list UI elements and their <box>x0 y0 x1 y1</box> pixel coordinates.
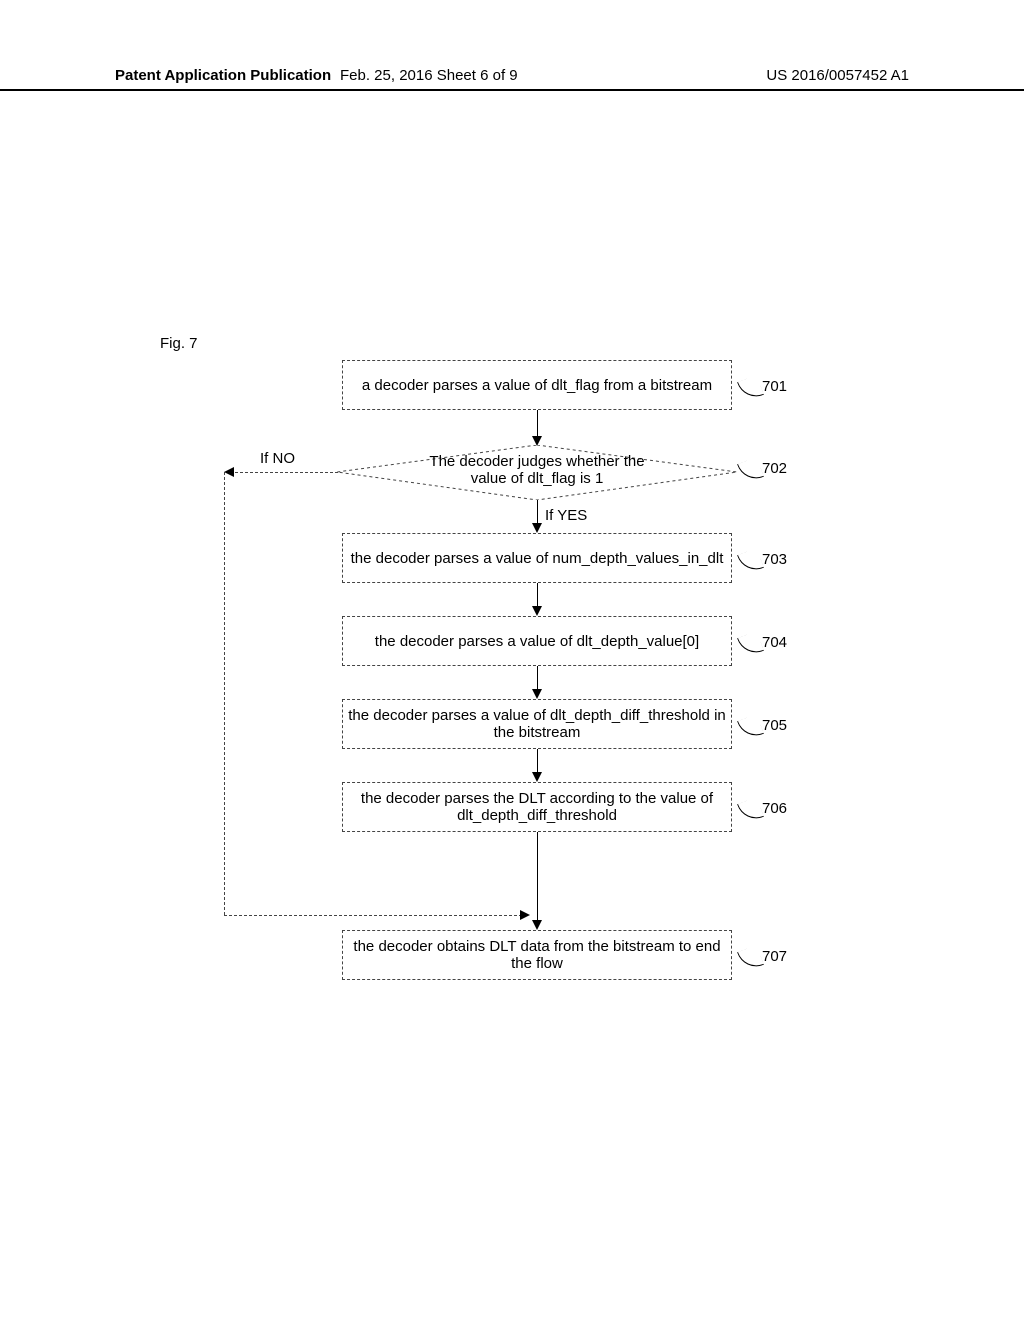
node-705-text: the decoder parses a value of dlt_depth_… <box>347 707 727 741</box>
arrowhead-down-icon <box>532 523 542 533</box>
branch-no-label: If NO <box>260 450 295 467</box>
arrow-line <box>537 749 538 774</box>
ref-curve <box>737 797 764 824</box>
node-705-ref: 705 <box>762 717 787 734</box>
arrowhead-right-icon <box>520 910 530 920</box>
line <box>230 472 338 473</box>
ref-curve <box>737 457 764 484</box>
node-703-ref: 703 <box>762 551 787 568</box>
arrow-line <box>537 583 538 608</box>
ref-curve <box>737 945 764 972</box>
node-703: the decoder parses a value of num_depth_… <box>342 533 732 583</box>
node-707-ref: 707 <box>762 948 787 965</box>
node-702-text: The decoder judges whether the value of … <box>417 453 657 487</box>
header-center: Feb. 25, 2016 Sheet 6 of 9 <box>340 67 518 84</box>
arrow-line <box>537 666 538 691</box>
node-703-text: the decoder parses a value of num_depth_… <box>351 550 724 567</box>
page: Patent Application Publication Feb. 25, … <box>0 0 1024 1320</box>
page-header: Patent Application Publication Feb. 25, … <box>0 85 1024 91</box>
ref-curve <box>737 714 764 741</box>
node-704-ref: 704 <box>762 634 787 651</box>
node-706-ref: 706 <box>762 800 787 817</box>
line <box>224 472 225 915</box>
node-704-text: the decoder parses a value of dlt_depth_… <box>375 633 699 650</box>
node-707-text: the decoder obtains DLT data from the bi… <box>347 938 727 972</box>
node-701: a decoder parses a value of dlt_flag fro… <box>342 360 732 410</box>
node-707: the decoder obtains DLT data from the bi… <box>342 930 732 980</box>
arrowhead-down-icon <box>532 772 542 782</box>
node-702-ref: 702 <box>762 460 787 477</box>
node-701-text: a decoder parses a value of dlt_flag fro… <box>362 377 712 394</box>
arrow-line <box>537 410 538 438</box>
ref-curve <box>737 548 764 575</box>
node-705: the decoder parses a value of dlt_depth_… <box>342 699 732 749</box>
node-704: the decoder parses a value of dlt_depth_… <box>342 616 732 666</box>
arrowhead-down-icon <box>532 920 542 930</box>
ref-curve <box>737 631 764 658</box>
header-right: US 2016/0057452 A1 <box>766 67 909 84</box>
arrowhead-down-icon <box>532 689 542 699</box>
arrowhead-down-icon <box>532 606 542 616</box>
arrow-line <box>537 832 538 922</box>
node-701-ref: 701 <box>762 378 787 395</box>
arrow-line <box>537 500 538 525</box>
header-left: Patent Application Publication <box>115 67 331 84</box>
arrowhead-left-icon <box>224 467 234 477</box>
line <box>224 915 522 916</box>
ref-curve <box>737 375 764 402</box>
node-706: the decoder parses the DLT according to … <box>342 782 732 832</box>
figure-label: Fig. 7 <box>160 335 198 352</box>
branch-yes-label: If YES <box>545 507 587 524</box>
node-706-text: the decoder parses the DLT according to … <box>347 790 727 824</box>
